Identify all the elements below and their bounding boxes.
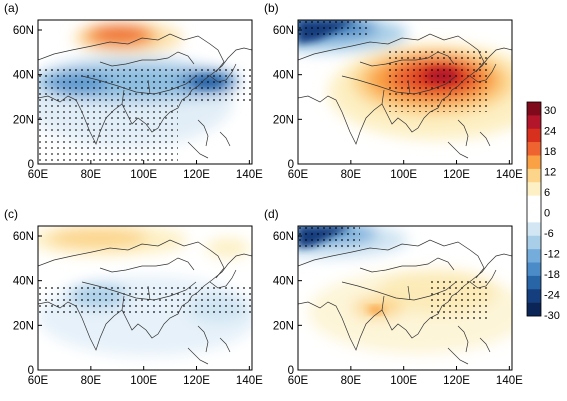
map-panel-c: (c) 60E 80E 100E 120E 140E 0 20N 40N 60N <box>4 207 263 387</box>
colorbar-swatch <box>527 262 541 277</box>
panel-frame <box>37 19 253 165</box>
map-panel-a: (a) 60E 80E 100E 120E 140E 0 20N 40N 60N <box>4 1 263 181</box>
y-tick-label: 20N <box>273 114 294 126</box>
panel-label: (c) <box>4 207 18 221</box>
colorbar: 30 24 18 12 6 0 -6 -12 -18 -24 -30 <box>526 101 560 322</box>
y-tick-label: 0 <box>288 365 294 377</box>
colorbar-swatch <box>527 115 541 130</box>
y-tick-label: 40N <box>273 70 294 82</box>
colorbar-swatch <box>527 289 541 303</box>
map-panel-d: (d) 60E 80E 100E 120E 140E 0 20N 40N 60N <box>264 207 523 387</box>
x-tick-label: 120E <box>443 169 470 181</box>
colorbar-frame <box>526 101 542 317</box>
colorbar-swatch <box>527 302 541 317</box>
x-tick-label: 120E <box>183 375 210 387</box>
colorbar-swatch <box>527 142 541 156</box>
x-tick-label: 60E <box>288 169 309 181</box>
y-tick-label: 60N <box>13 25 34 37</box>
panel-label: (b) <box>264 1 279 15</box>
colorbar-swatch <box>527 249 541 263</box>
y-tick-label: 40N <box>13 70 34 82</box>
y-tick-label: 40N <box>273 276 294 288</box>
x-tick-label: 60E <box>28 375 49 387</box>
colorbar-swatch <box>527 222 541 237</box>
y-tick-label: 60N <box>273 25 294 37</box>
x-tick-label: 60E <box>288 375 309 387</box>
colorbar-label: 12 <box>544 166 556 178</box>
colorbar-swatch <box>527 168 541 183</box>
panel-label: (d) <box>264 207 279 221</box>
panel-frame <box>37 225 253 371</box>
colorbar-swatch <box>527 195 541 210</box>
x-tick-label: 140E <box>496 375 523 387</box>
x-tick-label: 140E <box>496 169 523 181</box>
colorbar-label: -18 <box>544 269 560 281</box>
colorbar-swatch <box>527 209 541 223</box>
x-tick-label: 80E <box>341 169 362 181</box>
panel-label: (a) <box>4 1 19 15</box>
x-tick-label: 80E <box>81 375 102 387</box>
map-panel-b: (b) 60E 80E 100E 120E 140E 0 20N 40N 60N <box>264 1 523 181</box>
colorbar-swatch <box>527 275 541 290</box>
y-tick-label: 0 <box>28 159 34 171</box>
panel-frame <box>297 19 513 165</box>
colorbar-swatch <box>527 128 541 143</box>
y-tick-label: 20N <box>13 320 34 332</box>
colorbar-label: 0 <box>544 207 550 219</box>
x-tick-label: 100E <box>390 375 417 387</box>
x-tick-label: 100E <box>130 169 157 181</box>
y-tick-label: 0 <box>28 365 34 377</box>
y-tick-label: 40N <box>13 276 34 288</box>
colorbar-swatch <box>527 102 541 116</box>
colorbar-swatch <box>527 235 541 250</box>
y-tick-label: 60N <box>273 231 294 243</box>
x-tick-label: 140E <box>236 169 263 181</box>
colorbar-label: -30 <box>544 310 560 322</box>
x-tick-label: 100E <box>130 375 157 387</box>
colorbar-label: 18 <box>544 146 556 158</box>
x-tick-label: 80E <box>81 169 102 181</box>
y-tick-label: 20N <box>13 114 34 126</box>
panel-frame <box>297 225 513 371</box>
colorbar-swatch <box>527 155 541 170</box>
x-tick-label: 60E <box>28 169 49 181</box>
colorbar-label: -12 <box>544 248 560 260</box>
y-tick-label: 60N <box>13 231 34 243</box>
x-tick-label: 120E <box>183 169 210 181</box>
colorbar-label: -6 <box>544 228 554 240</box>
colorbar-label: 24 <box>544 125 556 137</box>
colorbar-label: 30 <box>544 105 556 117</box>
x-tick-label: 80E <box>341 375 362 387</box>
colorbar-label: -24 <box>544 289 560 301</box>
y-tick-label: 20N <box>273 320 294 332</box>
colorbar-label: 6 <box>544 187 550 199</box>
x-tick-label: 100E <box>390 169 417 181</box>
x-tick-label: 140E <box>236 375 263 387</box>
map-panels: (a) 60E 80E 100E 120E 140E 0 20N 40N 60N (b) 60E 80E… <box>4 1 523 387</box>
colorbar-swatch <box>527 182 541 196</box>
y-tick-label: 0 <box>288 159 294 171</box>
x-tick-label: 120E <box>443 375 470 387</box>
